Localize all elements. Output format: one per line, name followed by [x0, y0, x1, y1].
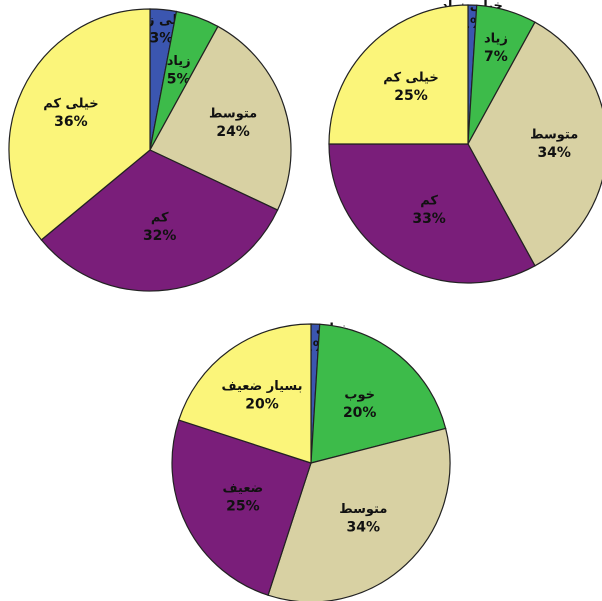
- slice-category-label: زیاد: [484, 31, 508, 46]
- pie-slice-0-3: [40, 149, 279, 292]
- slice-percent-label: 25%: [226, 499, 260, 515]
- slice-percent-label: 36%: [54, 114, 88, 130]
- slice-percent-label: 25%: [394, 88, 428, 104]
- pie-slice-0-4: [8, 8, 151, 241]
- slice-percent-label: 3%: [150, 30, 174, 46]
- slice-percent-label: 20%: [245, 397, 279, 413]
- slice-percent-label: 20%: [343, 405, 377, 421]
- pie-slice-0-2: [149, 25, 292, 211]
- slice-percent-label: 34%: [537, 145, 571, 161]
- slice-percent-label: 32%: [143, 228, 177, 244]
- slice-category-label: خیلی کم: [43, 96, 98, 111]
- pie-slice-1-3: [328, 143, 536, 284]
- slice-percent-label: 24%: [216, 124, 250, 140]
- slice-percent-label: 34%: [347, 520, 381, 536]
- pie-slice-2-2: [267, 427, 451, 601]
- slice-category-label: کم: [420, 193, 438, 208]
- slice-category-label: خیلی کم: [383, 71, 438, 86]
- slice-category-label: متوسط: [339, 502, 387, 517]
- slice-category-label: متوسط: [209, 107, 257, 122]
- slice-percent-label: 5%: [167, 71, 191, 87]
- pie-slice-1-4: [328, 4, 469, 145]
- pie-slice-2-4: [178, 323, 312, 464]
- pie-slice-2-3: [171, 419, 312, 596]
- slice-category-label: ضعیف: [223, 481, 264, 496]
- slice-percent-label: 33%: [412, 211, 446, 227]
- pie-slice-2-1: [310, 323, 447, 464]
- slice-category-label: زیاد: [167, 54, 191, 69]
- slice-category-label: بسیار ضعیف: [222, 379, 303, 394]
- slice-category-label: خوب: [344, 388, 375, 403]
- slice-percent-label: 7%: [484, 49, 508, 65]
- slice-category-label: متوسط: [530, 128, 578, 143]
- slice-category-label: کم: [151, 210, 169, 225]
